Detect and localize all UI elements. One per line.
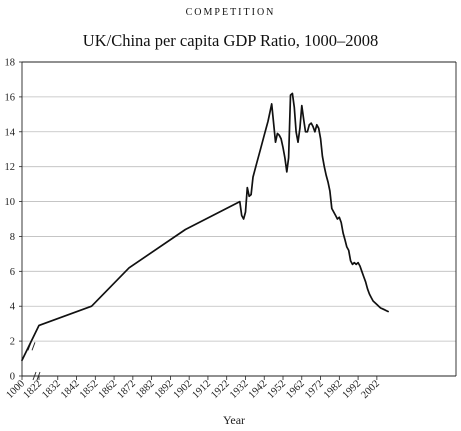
y-tick-label: 2 [10, 337, 15, 348]
x-tick-label: 1972 [303, 378, 326, 401]
y-tick-label: 12 [5, 162, 16, 173]
x-tick-label: 1872 [115, 378, 138, 401]
y-tick-label: 10 [5, 197, 16, 208]
x-axis-break-mark [32, 371, 41, 381]
x-tick-label: 1982 [322, 378, 345, 401]
y-tick-label: 0 [10, 372, 15, 383]
x-axis-title: Year [223, 413, 245, 427]
x-tick-label: 1942 [247, 378, 270, 401]
y-axis-ticks: 0 2 4 6 8 10 12 14 16 18 [5, 58, 22, 383]
x-tick-label: 1962 [284, 378, 307, 401]
y-tick-label: 18 [5, 58, 16, 69]
x-tick-label: 1912 [190, 378, 213, 401]
x-tick-label: 1852 [78, 378, 101, 401]
x-tick-label: 1842 [59, 378, 82, 401]
x-tick-label: 1992 [341, 378, 364, 401]
y-tick-label: 8 [10, 232, 15, 243]
y-tick-label: 4 [10, 302, 16, 313]
x-tick-label: 1832 [40, 378, 63, 401]
chart-title: UK/China per capita GDP Ratio, 1000–2008 [82, 31, 379, 50]
x-tick-label: 1862 [97, 378, 120, 401]
x-tick-label: 1822 [21, 378, 44, 401]
x-tick-label: 1932 [228, 378, 251, 401]
running-header: COMPETITION [185, 7, 276, 18]
x-tick-label: 1952 [266, 378, 289, 401]
x-tick-label: 1922 [209, 378, 232, 401]
x-tick-label: 1882 [134, 378, 157, 401]
chart-series [21, 92, 389, 362]
series-line [21, 92, 389, 362]
y-tick-label: 6 [10, 267, 15, 278]
y-tick-label: 14 [5, 127, 16, 138]
x-tick-label: 1892 [153, 378, 176, 401]
x-tick-label: 1902 [172, 378, 195, 401]
y-tick-label: 16 [5, 92, 16, 103]
x-axis-ticks: 1000182218321842185218621872188218921902… [4, 376, 382, 401]
x-tick-label: 2002 [359, 378, 382, 401]
chart-axes [21, 61, 457, 381]
